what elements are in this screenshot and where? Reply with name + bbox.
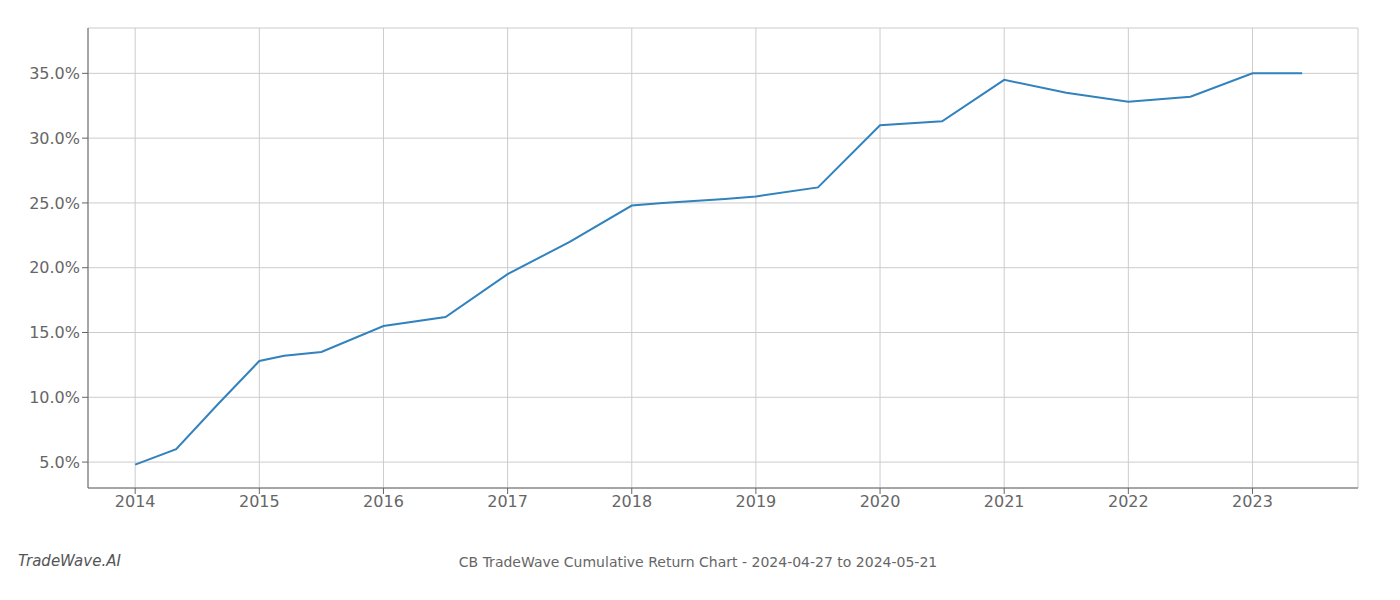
- svg-text:2020: 2020: [860, 492, 901, 511]
- svg-text:20.0%: 20.0%: [29, 258, 80, 277]
- svg-text:35.0%: 35.0%: [29, 64, 80, 83]
- svg-text:2014: 2014: [115, 492, 156, 511]
- svg-text:2019: 2019: [736, 492, 777, 511]
- html-text:TradeWave.AI: TradeWave.AI: [18, 552, 121, 570]
- svg-text:2016: 2016: [363, 492, 404, 511]
- svg-text:2017: 2017: [487, 492, 528, 511]
- svg-text:2018: 2018: [611, 492, 652, 511]
- svg-text:25.0%: 25.0%: [29, 194, 80, 213]
- svg-text:2023: 2023: [1232, 492, 1273, 511]
- svg-text:15.0%: 15.0%: [29, 323, 80, 342]
- svg-text:2021: 2021: [984, 492, 1025, 511]
- svg-text:2022: 2022: [1108, 492, 1149, 511]
- svg-text:30.0%: 30.0%: [29, 129, 80, 148]
- svg-text:10.0%: 10.0%: [29, 388, 80, 407]
- svg-text:5.0%: 5.0%: [39, 453, 80, 472]
- svg-text:2015: 2015: [239, 492, 280, 511]
- html-text:CB TradeWave Cumulative Return: CB TradeWave Cumulative Return Chart - 2…: [458, 554, 938, 570]
